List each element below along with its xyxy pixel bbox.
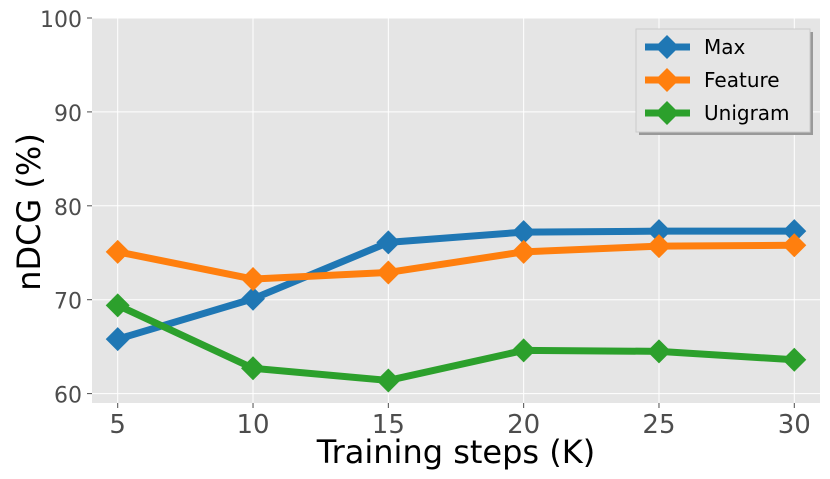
x-tick-label: 30 [778, 410, 811, 440]
x-tick-label: 25 [642, 410, 675, 440]
y-axis-title: nDCG (%) [10, 133, 48, 291]
data-point-max [241, 286, 266, 311]
legend-item-feature: Feature [645, 68, 780, 92]
data-point-unigram [241, 356, 266, 381]
x-tick-label: 5 [109, 410, 126, 440]
data-point-max [376, 230, 401, 255]
data-point-max [646, 219, 671, 244]
series-max [105, 219, 807, 352]
data-point-feature [376, 260, 401, 285]
series-line-unigram [114, 301, 798, 384]
legend-marker-max [655, 35, 679, 59]
data-point-unigram [105, 293, 130, 318]
legend-item-max: Max [645, 35, 746, 59]
data-point-unigram [646, 339, 671, 364]
y-tick-label: 80 [54, 196, 82, 221]
legend: Max Feature Unigram [635, 28, 813, 135]
data-point-unigram [782, 347, 807, 372]
data-point-feature [782, 233, 807, 258]
legend-label-unigram: Unigram [704, 101, 790, 125]
x-tick-label: 20 [507, 410, 540, 440]
data-point-feature [511, 239, 536, 264]
data-point-feature [105, 239, 130, 264]
data-point-max [105, 327, 130, 352]
y-tick-labels: 60 70 80 90 100 [40, 8, 92, 409]
series-unigram [105, 293, 807, 393]
series-feature [105, 233, 807, 292]
y-tick-label: 60 [54, 384, 82, 409]
data-point-max [511, 220, 536, 245]
legend-marker-feature [655, 68, 679, 92]
legend-item-unigram: Unigram [645, 101, 790, 125]
y-tick-label: 90 [54, 102, 82, 127]
data-point-max [782, 219, 807, 244]
legend-marker-unigram [655, 101, 679, 125]
data-point-feature [646, 234, 671, 259]
legend-items: Max Feature Unigram [645, 35, 790, 125]
y-tick-label: 100 [40, 8, 82, 33]
series-line-max [114, 227, 798, 343]
x-tick-label: 10 [236, 410, 269, 440]
data-point-unigram [376, 368, 401, 393]
x-tick-label: 15 [372, 410, 405, 440]
legend-label-feature: Feature [704, 68, 780, 92]
data-point-feature [241, 267, 266, 292]
x-axis-title: Training steps (K) [316, 433, 595, 471]
y-tick-label: 70 [54, 290, 82, 315]
data-point-unigram [511, 338, 536, 363]
x-tick-labels: 5 10 15 20 25 30 [109, 403, 811, 440]
series-layer [105, 219, 807, 393]
legend-label-max: Max [704, 35, 746, 59]
series-line-feature [114, 241, 798, 283]
